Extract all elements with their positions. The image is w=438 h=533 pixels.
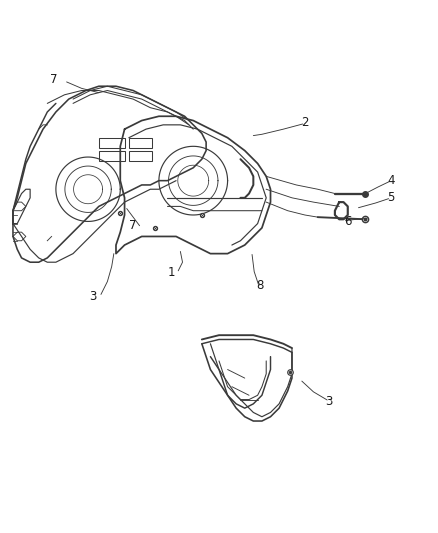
Text: 7: 7 <box>129 219 137 232</box>
Text: 1: 1 <box>168 266 176 279</box>
Text: 3: 3 <box>88 290 96 303</box>
Text: 4: 4 <box>387 174 395 187</box>
Text: 7: 7 <box>50 73 57 86</box>
Text: 8: 8 <box>256 279 264 292</box>
Text: 6: 6 <box>344 215 352 228</box>
Bar <box>129 138 152 149</box>
Text: 2: 2 <box>301 116 309 129</box>
Bar <box>99 151 124 161</box>
Text: 3: 3 <box>325 395 332 408</box>
Text: 5: 5 <box>387 191 394 204</box>
Bar <box>129 151 152 161</box>
Bar <box>99 138 124 149</box>
